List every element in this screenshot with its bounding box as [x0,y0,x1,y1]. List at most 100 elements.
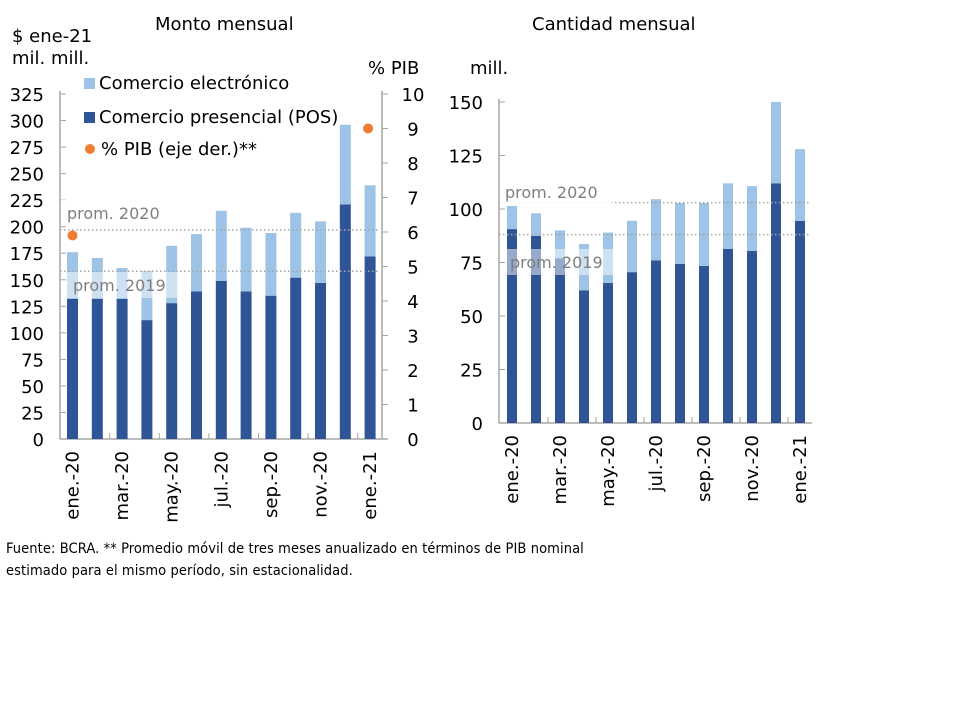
footnote-line2: estimado para el mismo período, sin esta… [6,563,353,579]
y-tick-label: 125 [10,297,44,318]
gdp-point-ene.-21 [363,123,374,134]
y-tick-label: 50 [21,377,44,398]
reference-label: prom. 2020 [505,183,598,202]
left-y-axis-unit-line1: $ ene-21 [12,26,93,47]
legend-marker-gdp [85,144,95,154]
x-tick-label: jul.-20 [211,451,232,509]
footnote-line1: Fuente: BCRA. ** Promedio móvil de tres … [6,541,584,557]
x-tick-label: mar.-20 [112,451,133,520]
x-tick-label: sep.-20 [261,451,282,518]
bar-pos-abr.-20 [579,290,589,423]
reference-label-box [505,249,618,275]
y2-tick-label: 1 [407,396,418,417]
bar-online-ene.-21 [795,149,805,221]
bar-pos-ene.-21 [364,256,376,439]
y-tick-label: 300 [10,112,44,133]
y-tick-label: 0 [472,414,483,435]
bar-online-jun.-20 [627,220,637,273]
y-tick-label: 100 [449,200,483,221]
y2-tick-label: 6 [407,223,418,244]
y2-tick-label: 5 [407,258,418,279]
bar-pos-jun.-20 [191,291,202,439]
bar-online-ene.-20 [507,206,517,230]
y2-tick-label: 2 [407,361,418,382]
reference-label: prom. 2020 [67,204,160,223]
right-chart-cantidad-mensual: 0 25 50 75 100 125 150 ene.-20 mar.-20 may.-20 jul… [449,93,812,507]
bar-online-jul.-20 [651,199,661,261]
bar-pos-ene.-20 [67,298,78,439]
x-tick-label: ene.-20 [63,451,84,520]
legend-item-pos: Comercio presencial (POS) [84,105,338,129]
bar-online-sep.-20 [265,233,277,296]
reference-label: prom. 2019 [510,253,603,272]
reference-label-box [67,272,180,298]
bar-pos-may.-20 [166,303,178,439]
bar-pos-dic.-20 [339,204,351,439]
bar-pos-may.-20 [603,282,613,423]
y-tick-label: 275 [10,138,44,159]
y-tick-label: 25 [21,403,44,424]
x-tick-label: mar.-20 [550,435,571,504]
y-tick-label: 75 [21,350,44,371]
bar-pos-jun.-20 [627,272,637,423]
legend: Comercio electrónico Comercio presencial… [84,71,338,161]
bar-pos-oct.-20 [290,277,302,439]
x-tick-label: jul.-20 [646,435,667,493]
y-tick-label: 0 [33,430,44,451]
y2-tick-label: 3 [407,327,418,348]
bar-online-feb.-20 [531,213,541,236]
bar-pos-ene.-21 [795,220,805,423]
left-y-axis-unit-line2: mil. mill. [12,48,90,69]
y-tick-label: 150 [449,93,483,114]
bar-online-jul.-20 [215,210,227,281]
bar-pos-feb.-20 [531,235,541,423]
bar-pos-mar.-20 [116,298,128,439]
x-tick-label: sep.-20 [694,435,715,502]
reference-label-box [500,179,612,205]
x-tick-label: nov.-20 [742,435,763,502]
left-chart-title: Monto mensual [155,14,294,35]
right-y-axis-unit: mill. [470,58,509,79]
y-tick-label: 325 [10,85,44,106]
x-tick-label: may.-20 [162,451,183,523]
y2-tick-label: 0 [407,430,418,451]
bar-pos-oct.-20 [723,249,733,423]
x-tick-label: ene.-20 [502,435,523,504]
legend-swatch-pos [84,111,95,123]
bar-online-nov.-20 [315,221,326,283]
right-chart-title: Cantidad mensual [532,14,696,35]
y2-tick-label: 4 [407,292,418,313]
legend-label-pos: Comercio presencial (POS) [99,106,339,128]
y-tick-label: 25 [460,361,483,382]
y2-tick-label: 8 [407,154,418,175]
legend-label-gdp: % PIB (eje der.)** [101,138,257,160]
y-tick-label: 50 [460,307,483,328]
x-tick-label: ene.-21 [790,435,811,504]
x-tick-label: may.-20 [598,435,619,507]
y-tick-label: 125 [449,147,483,168]
legend-item-gdp: % PIB (eje der.)** [84,137,338,161]
x-tick-label: nov.-20 [311,451,332,518]
bar-pos-feb.-20 [91,298,103,439]
y-tick-label: 100 [10,324,44,345]
y2-tick-label: 10 [402,85,425,106]
bar-pos-sep.-20 [699,265,709,423]
bar-pos-sep.-20 [265,295,277,439]
bar-pos-nov.-20 [747,250,757,423]
bar-online-dic.-20 [339,124,351,205]
bar-pos-ago.-20 [240,291,252,439]
bar-online-oct.-20 [290,212,302,278]
bar-online-jun.-20 [191,234,202,292]
legend-label-online: Comercio electrónico [99,72,290,94]
bar-pos-jul.-20 [651,260,661,423]
bar-online-ago.-20 [675,203,685,264]
left-chart-monto-mensual: 0255075100125150175200225250275300325012… [10,85,425,523]
y-tick-label: 175 [10,244,44,265]
bar-online-dic.-20 [771,102,781,184]
y-tick-label: 75 [460,254,483,275]
y-tick-label: 250 [10,165,44,186]
bar-online-mar.-20 [555,230,565,259]
bar-pos-abr.-20 [141,320,153,439]
bar-pos-ene.-20 [507,229,517,423]
